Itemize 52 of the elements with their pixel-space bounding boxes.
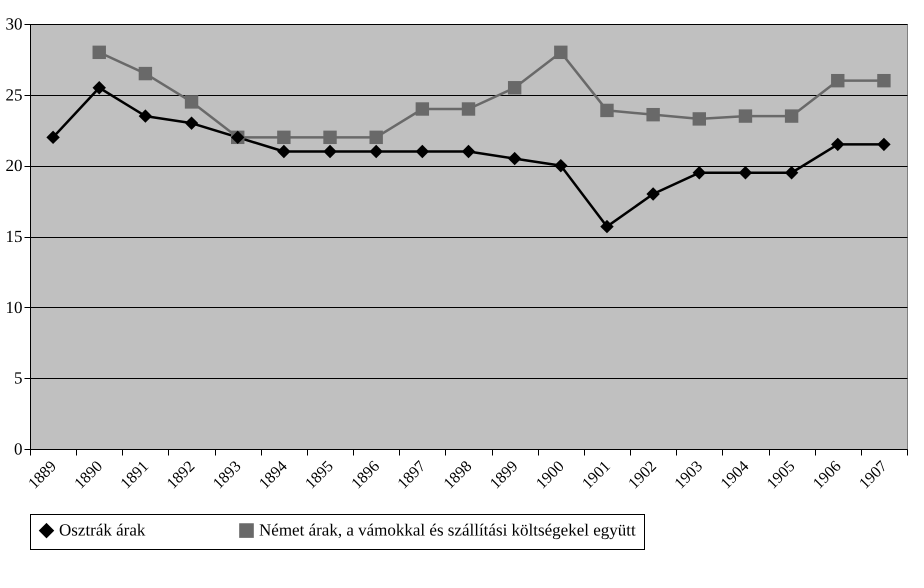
x-tick-label: 1890	[71, 458, 106, 492]
point	[323, 144, 337, 158]
point	[738, 109, 752, 123]
point	[646, 187, 660, 201]
point	[877, 74, 891, 88]
point	[692, 112, 706, 126]
point	[277, 130, 291, 144]
point	[138, 109, 152, 123]
point	[92, 81, 106, 94]
x-tick-label: 1902	[625, 458, 660, 492]
point	[323, 130, 337, 144]
point	[554, 46, 568, 60]
y-tick-label: 15	[6, 227, 22, 246]
y-tick-label: 30	[6, 14, 22, 34]
x-tick-label: 1892	[164, 458, 198, 492]
point	[184, 95, 198, 109]
x-tick-label: 1900	[533, 458, 568, 492]
x-tick-label: 1889	[25, 458, 60, 492]
point	[692, 166, 706, 180]
point	[831, 74, 844, 88]
point	[784, 166, 798, 180]
point	[369, 130, 383, 144]
point	[46, 130, 60, 144]
point	[138, 66, 152, 80]
point	[416, 102, 430, 116]
point	[416, 144, 430, 158]
legend-label: Német árak, a vámokkal és szállítási költségekel együtt	[259, 520, 636, 540]
x-tick-label: 1899	[486, 458, 522, 492]
point	[554, 158, 568, 172]
point	[462, 102, 476, 116]
point	[600, 104, 614, 118]
point	[462, 144, 476, 158]
point	[646, 108, 660, 122]
point	[738, 166, 752, 180]
point	[600, 220, 614, 234]
point	[831, 138, 844, 152]
x-tick-label: 1901	[579, 458, 614, 492]
y-tick-label: 0	[14, 440, 22, 458]
point	[784, 109, 798, 123]
point	[92, 46, 106, 60]
point	[508, 81, 522, 94]
y-tick-label: 5	[14, 368, 22, 388]
point	[277, 144, 291, 158]
point	[369, 144, 383, 158]
y-tick-label: 25	[6, 85, 22, 104]
point	[508, 152, 522, 166]
point	[877, 138, 891, 152]
point	[184, 116, 198, 130]
legend-label: Osztrák árak	[59, 520, 146, 540]
x-tick-label: 1891	[118, 458, 152, 492]
y-tick-label: 20	[6, 156, 22, 176]
y-tick-label: 10	[6, 298, 22, 317]
